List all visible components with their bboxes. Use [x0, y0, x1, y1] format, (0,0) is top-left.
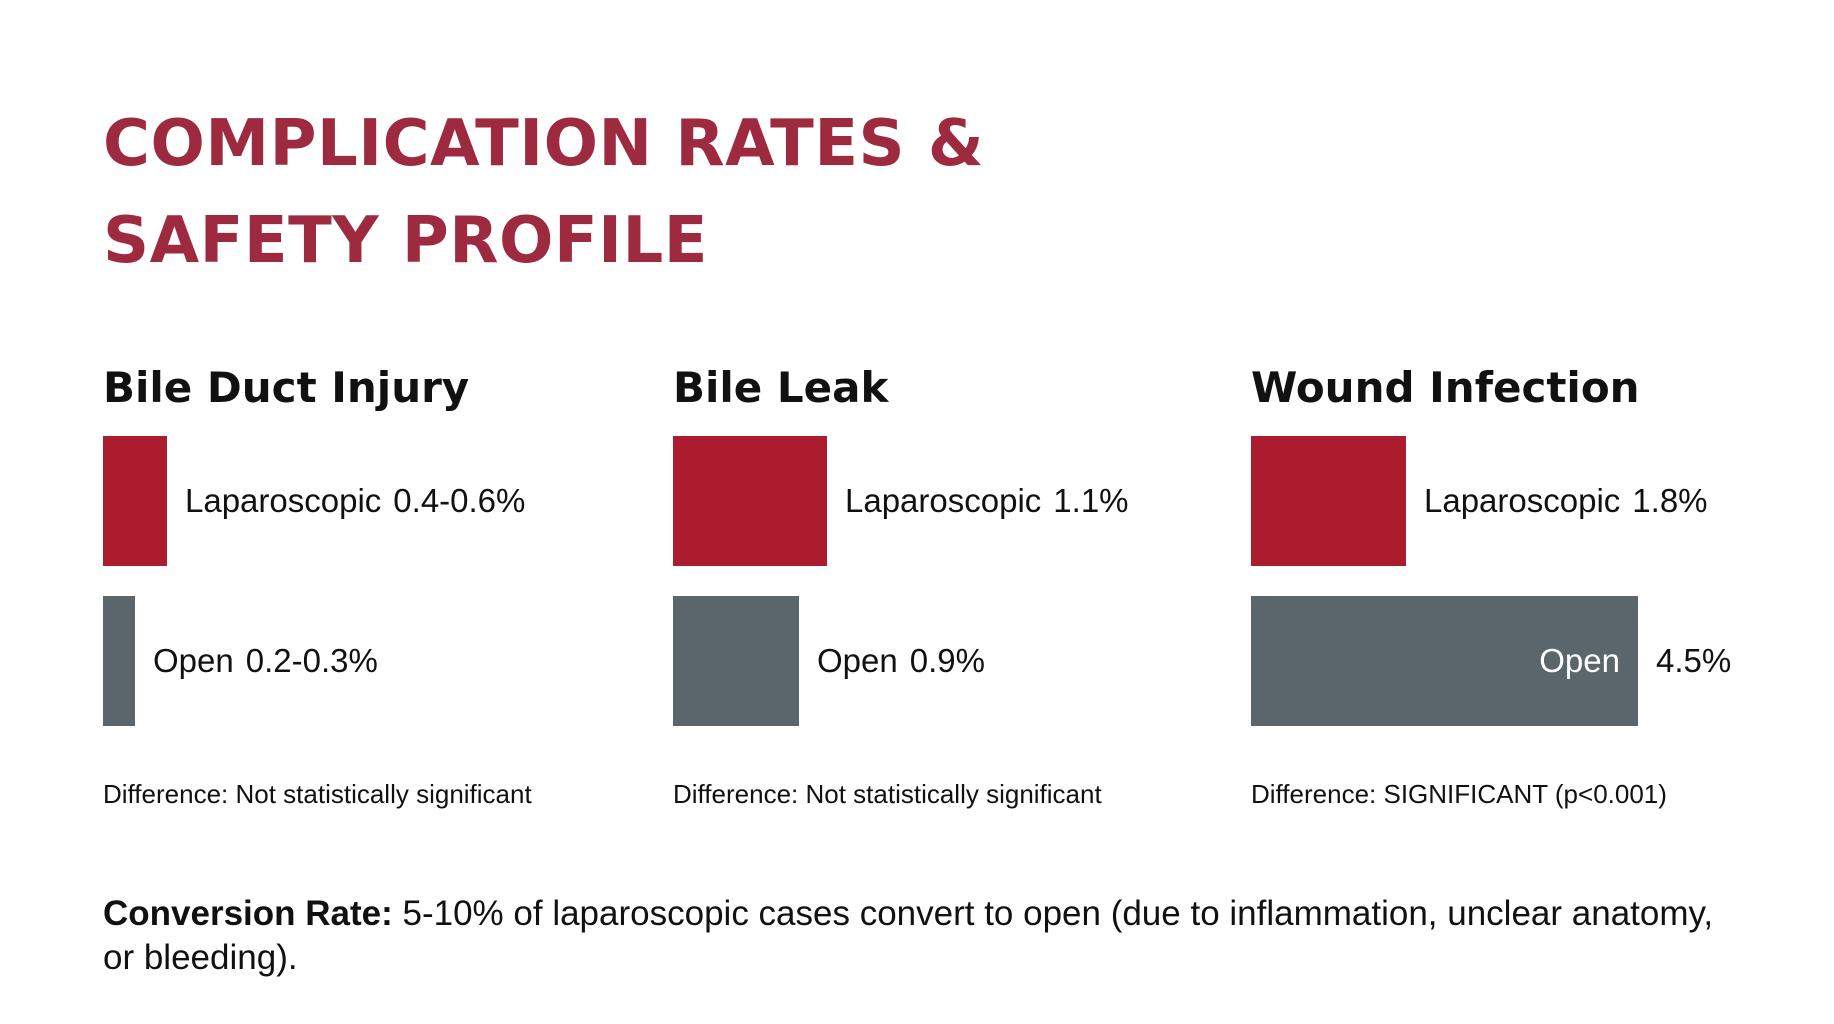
category-label: Laparoscopic [845, 482, 1042, 519]
bar-label-laparoscopic: Laparoscopic 1.8% [1424, 481, 1708, 521]
difference-note: Difference: Not statistically significan… [673, 779, 1102, 809]
difference-note: Difference: SIGNIFICANT (p<0.001) [1251, 779, 1667, 809]
bar-laparoscopic [673, 436, 827, 566]
value-label: 0.9% [909, 642, 985, 679]
conversion-rate-text: 5-10% of laparoscopic cases convert to o… [103, 894, 1714, 977]
difference-note: Difference: Not statistically significan… [103, 779, 532, 809]
value-label: 0.2-0.3% [245, 642, 378, 679]
bar-inside-label-open: Open [1539, 642, 1620, 679]
chart-wound-infection: Wound Infection Laparoscopic 1.8% Open 4.… [1251, 350, 1811, 820]
bar-label-open: Open 0.9% [817, 641, 985, 681]
chart-bile-duct-injury: Bile Duct Injury Laparoscopic 0.4-0.6% Op… [103, 350, 663, 820]
bar-open [1251, 596, 1638, 726]
conversion-rate-note: Conversion Rate: 5-10% of laparoscopic c… [103, 892, 1743, 980]
bar-value-open: 4.5% [1656, 641, 1731, 681]
bar-laparoscopic [103, 436, 167, 566]
value-label: 4.5% [1656, 642, 1732, 679]
category-label: Open [817, 642, 898, 679]
category-label: Laparoscopic [1424, 482, 1621, 519]
chart-bile-leak: Bile Leak Laparoscopic 1.1% Open 0.9% Diff… [673, 350, 1233, 820]
bar-label-open: Open 0.2-0.3% [153, 641, 378, 681]
conversion-rate-label: Conversion Rate: [103, 894, 393, 933]
value-label: 1.1% [1053, 482, 1129, 519]
bar-label-laparoscopic: Laparoscopic 1.1% [845, 481, 1129, 521]
title-line-1: COMPLICATION RATES & [103, 107, 985, 181]
bar-open [673, 596, 799, 726]
bar-label-laparoscopic: Laparoscopic 0.4-0.6% [185, 481, 525, 521]
chart-title: Bile Duct Injury [103, 363, 470, 412]
bar-laparoscopic [1251, 436, 1406, 566]
value-label: 1.8% [1632, 482, 1708, 519]
chart-title: Wound Infection [1251, 363, 1640, 412]
chart-title: Bile Leak [673, 363, 889, 412]
bar-open [103, 596, 135, 726]
title-line-2: SAFETY PROFILE [103, 204, 708, 278]
category-label: Laparoscopic [185, 482, 382, 519]
category-label: Open [153, 642, 234, 679]
value-label: 0.4-0.6% [393, 482, 526, 519]
page-title: COMPLICATION RATES & SAFETY PROFILE [103, 96, 984, 290]
